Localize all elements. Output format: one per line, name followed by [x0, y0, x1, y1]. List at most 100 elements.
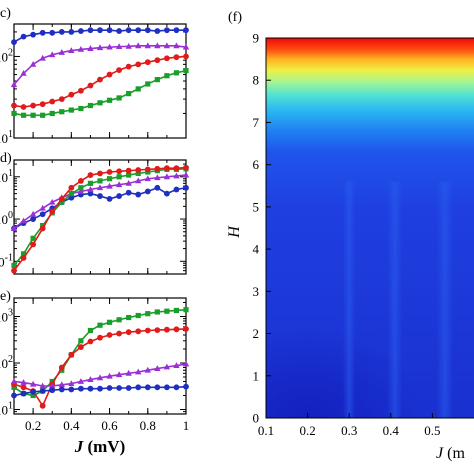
data-point-c-1	[182, 43, 190, 50]
data-point-e-1	[116, 330, 123, 337]
data-point-d-1	[154, 174, 161, 181]
data-point-c-2	[58, 96, 65, 102]
panel-c: 102 101 c)	[0, 6, 190, 146]
data-point-d-1	[20, 217, 27, 224]
data-point-e-1	[58, 364, 65, 371]
data-point-c-3	[173, 70, 180, 76]
data-point-e-3	[30, 388, 37, 395]
data-point-c-0	[20, 33, 27, 40]
data-point-c-0	[68, 29, 75, 35]
data-point-e-1	[154, 327, 161, 333]
data-point-d-3	[58, 195, 65, 202]
data-point-c-1	[154, 42, 161, 49]
y-tick-label-d: 101	[0, 168, 13, 185]
data-point-e-2	[144, 366, 151, 373]
heatmap-y-tick-label: 1	[253, 368, 260, 383]
data-point-c-0	[58, 29, 65, 35]
data-point-c-1	[163, 42, 171, 49]
data-point-c-3	[20, 112, 27, 118]
data-point-c-1	[96, 44, 104, 51]
x-tick-label-e: 0.4	[63, 418, 80, 433]
data-point-c-3	[135, 86, 141, 92]
data-point-c-0	[135, 27, 142, 34]
data-point-c-1	[20, 69, 27, 76]
data-point-e-2	[10, 378, 18, 384]
data-point-d-3	[11, 267, 17, 274]
data-point-e-1	[135, 328, 142, 335]
data-point-e-2	[39, 382, 46, 389]
data-point-d-0	[144, 188, 151, 195]
data-point-e-3	[125, 385, 132, 391]
panel-e: 103 102 101 e) 0.2 0.4 0.6 0.8 1 J (mV)	[0, 289, 189, 456]
data-point-d-2	[106, 176, 113, 182]
heatmap-x-tick-label: 0.4	[383, 423, 400, 438]
data-point-d-1	[39, 204, 46, 211]
data-point-d-1	[29, 210, 37, 217]
heatmap-y-tick-label: 5	[253, 199, 260, 214]
data-point-e-0	[126, 314, 132, 321]
data-point-d-2	[11, 262, 17, 268]
data-point-c-3	[154, 77, 160, 83]
data-point-d-3	[49, 208, 56, 215]
data-point-d-3	[183, 164, 189, 171]
data-point-c-1	[106, 43, 113, 50]
data-point-d-2	[78, 185, 84, 191]
data-point-e-3	[135, 384, 142, 391]
panel-label-e: e)	[0, 289, 11, 304]
data-point-e-3	[154, 384, 161, 391]
data-point-d-3	[154, 165, 161, 172]
data-point-d-3	[30, 241, 37, 248]
data-point-d-0	[125, 189, 132, 196]
data-point-c-2	[20, 104, 27, 110]
data-point-c-3	[78, 105, 84, 112]
data-point-c-0	[106, 27, 113, 34]
data-point-e-2	[29, 380, 37, 387]
data-point-c-0	[144, 27, 151, 34]
heatmap-y-tick-label: 7	[253, 115, 260, 130]
data-point-c-2	[163, 55, 170, 62]
data-point-d-2	[59, 199, 65, 205]
data-point-e-3	[49, 387, 56, 394]
data-point-c-0	[87, 27, 94, 34]
data-point-c-1	[77, 46, 85, 52]
data-point-d-2	[87, 180, 94, 186]
data-point-d-1	[77, 188, 85, 194]
data-point-c-0	[116, 28, 123, 34]
data-point-e-2	[96, 374, 104, 381]
data-point-c-3	[145, 81, 151, 87]
data-point-d-3	[125, 167, 132, 174]
y-tick-label-d: 10-1	[0, 252, 13, 269]
data-point-c-1	[87, 45, 94, 51]
plot-frame-e	[13, 297, 187, 415]
data-point-c-1	[144, 42, 151, 49]
data-point-c-3	[164, 73, 170, 79]
data-point-e-2	[106, 372, 113, 379]
heatmap-y-tick-label: 6	[253, 157, 260, 172]
data-point-d-1	[87, 186, 94, 192]
data-point-e-3	[183, 383, 189, 390]
data-point-e-0	[87, 327, 94, 334]
plot-frame-d	[13, 159, 187, 275]
data-point-c-1	[125, 42, 132, 49]
data-point-e-1	[97, 334, 103, 341]
data-point-d-1	[115, 181, 123, 188]
data-point-c-1	[68, 47, 75, 53]
data-point-e-3	[87, 385, 94, 392]
data-point-d-0	[183, 184, 189, 191]
data-point-d-3	[20, 255, 27, 261]
data-point-e-0	[183, 307, 189, 313]
heatmap-y-tick-label: 9	[253, 31, 260, 46]
data-point-c-3	[59, 109, 65, 115]
data-point-c-0	[163, 27, 170, 34]
x-tick-label-e: 0.6	[101, 418, 118, 433]
y-tick-label-e: 101	[0, 400, 13, 417]
y-tick-label-d: 100	[0, 210, 13, 227]
data-point-e-2	[115, 371, 123, 378]
data-point-e-3	[116, 385, 123, 391]
data-point-d-1	[96, 184, 104, 191]
data-point-d-1	[106, 182, 113, 189]
data-point-c-3	[97, 100, 103, 106]
data-point-d-2	[30, 235, 36, 241]
data-point-e-2	[77, 378, 85, 384]
data-point-d-1	[182, 171, 190, 178]
